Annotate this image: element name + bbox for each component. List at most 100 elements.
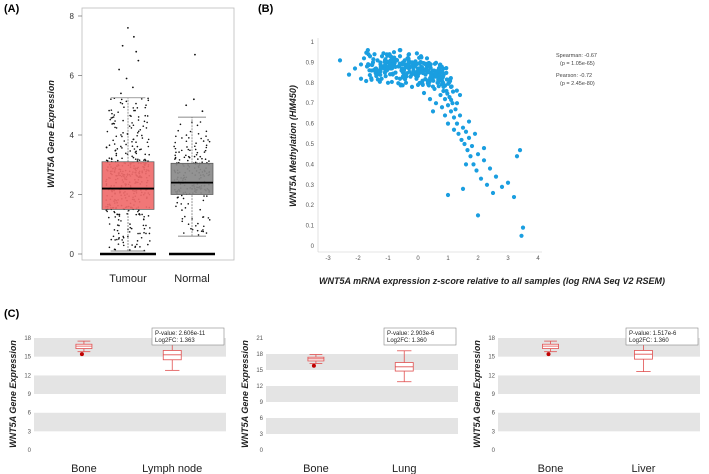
panel-c-band	[266, 402, 458, 418]
panel-b-point	[457, 113, 463, 118]
panel-b-point	[391, 50, 397, 55]
panel-b-point	[449, 84, 454, 89]
panel-c-pvalue-box	[383, 327, 457, 346]
panel-b-ytick-label: 0	[311, 244, 315, 250]
panel-b-point	[378, 64, 383, 70]
panel-a-point	[115, 127, 118, 129]
panel-c-ytick-label: 6	[260, 416, 264, 422]
panel-c-outlier	[79, 352, 84, 357]
panel-a-point	[184, 215, 186, 218]
panel-a-point	[110, 98, 112, 100]
panel-a-point	[132, 124, 135, 127]
panel-b-point	[499, 184, 505, 189]
panel-c-band	[498, 431, 700, 450]
panel-b-point	[493, 174, 499, 179]
panel-a-point	[146, 121, 148, 124]
panel-a-point	[201, 157, 203, 160]
panel-b-point	[437, 72, 442, 77]
panel-c-ytick-label: 15	[24, 355, 31, 361]
panel-c-xtick-label: Lymph node	[142, 463, 202, 474]
panel-a-ytick-label: 6	[70, 72, 75, 81]
panel-b-point	[460, 186, 466, 191]
panel-c-ytick-label: 12	[24, 373, 31, 379]
panel-a-point	[131, 145, 134, 147]
panel-c-ytick-label: 18	[24, 336, 31, 342]
panel-a-point	[185, 134, 188, 136]
panel-a-point	[189, 149, 191, 152]
panel-b-ytick-label: 0.4	[306, 162, 315, 168]
panel-c-pvalue: P-value: 1.517e-6	[629, 331, 677, 337]
panel-b-ytick-label: 0.6	[306, 122, 315, 128]
panel-label-c: (C)	[4, 308, 20, 320]
panel-a-point	[136, 134, 138, 137]
panel-b-point	[367, 72, 372, 78]
panel-b-point	[445, 91, 450, 96]
panel-b-xtick-label: -2	[355, 256, 361, 262]
panel-b-point	[445, 192, 451, 198]
panel-a-point	[202, 229, 204, 231]
panel-b-point	[436, 80, 441, 85]
panel-a-point	[137, 130, 140, 133]
panel-a-ytick-label: 2	[70, 191, 75, 200]
panel-c-ytick-label: 15	[488, 355, 495, 361]
panel-c-xtick-label: Lung	[392, 463, 416, 474]
panel-a-point	[135, 152, 138, 155]
panel-a-point	[176, 196, 179, 199]
panel-a-point	[177, 129, 180, 132]
panel-a-point	[194, 145, 196, 148]
panel-b-xlabel: WNT5A mRNA expression z-score relative t…	[319, 276, 665, 286]
panel-c-pvalue-box	[151, 327, 225, 346]
panel-b-point	[379, 76, 384, 81]
panel-b-point	[471, 162, 476, 167]
panel-b-point	[374, 73, 379, 79]
panel-c-ytick-label: 9	[492, 392, 496, 398]
panel-c-ytick-label: 0	[260, 448, 264, 454]
panel-a-point	[174, 156, 177, 159]
panel-b-ylabel: WNT5A Methylation (HM450)	[288, 85, 298, 207]
panel-a-point	[121, 157, 123, 160]
panel-a-point	[114, 216, 117, 218]
panel-a-point	[189, 130, 192, 133]
panel-a-outlier	[135, 50, 138, 53]
panel-b-point	[377, 79, 382, 84]
panel-a-point	[197, 132, 200, 135]
panel-b-spearman: Spearman: -0.67	[556, 53, 597, 59]
panel-a-point	[115, 135, 118, 138]
panel-a-point	[114, 248, 117, 251]
panel-a-point	[137, 119, 140, 121]
panel-a-point	[173, 145, 175, 148]
panel-b-point	[382, 70, 387, 75]
panel-b-point	[358, 76, 364, 81]
panel-c-log2fc: Log2FC: 1.363	[155, 338, 195, 344]
panel-b-point	[406, 52, 411, 57]
panel-a-outlier	[132, 86, 134, 89]
panel-b-point	[424, 56, 430, 61]
panel-a-point	[140, 148, 142, 150]
panel-b-point	[398, 48, 403, 53]
panel-a-point	[205, 130, 208, 133]
panel-b-xtick-label: -1	[385, 256, 391, 262]
panel-a-point	[106, 130, 109, 133]
panel-b-point	[490, 190, 496, 196]
panel-a-point	[136, 107, 139, 109]
panel-a-point	[135, 102, 137, 105]
panel-a-point	[131, 244, 133, 246]
panel-a-point	[110, 158, 113, 161]
panel-b-point	[520, 225, 526, 230]
panel-a-point	[122, 244, 125, 247]
panel-c-band	[34, 431, 226, 450]
panel-a-point	[122, 119, 124, 122]
panel-a-point	[129, 226, 132, 229]
panel-b-point	[438, 92, 443, 98]
panel-c-ylabel: WNT5A Gene Expression	[240, 340, 250, 448]
panel-b-point	[481, 158, 487, 163]
panel-a-point	[187, 159, 189, 162]
panel-b-point	[381, 51, 386, 56]
panel-a-outlier	[132, 35, 135, 38]
panel-b-point	[468, 154, 473, 159]
panel-b-point	[451, 115, 457, 120]
panel-a-point	[139, 246, 141, 248]
panel-b-point	[514, 154, 520, 159]
panel-b-point	[428, 62, 433, 67]
panel-a-point	[181, 137, 183, 139]
